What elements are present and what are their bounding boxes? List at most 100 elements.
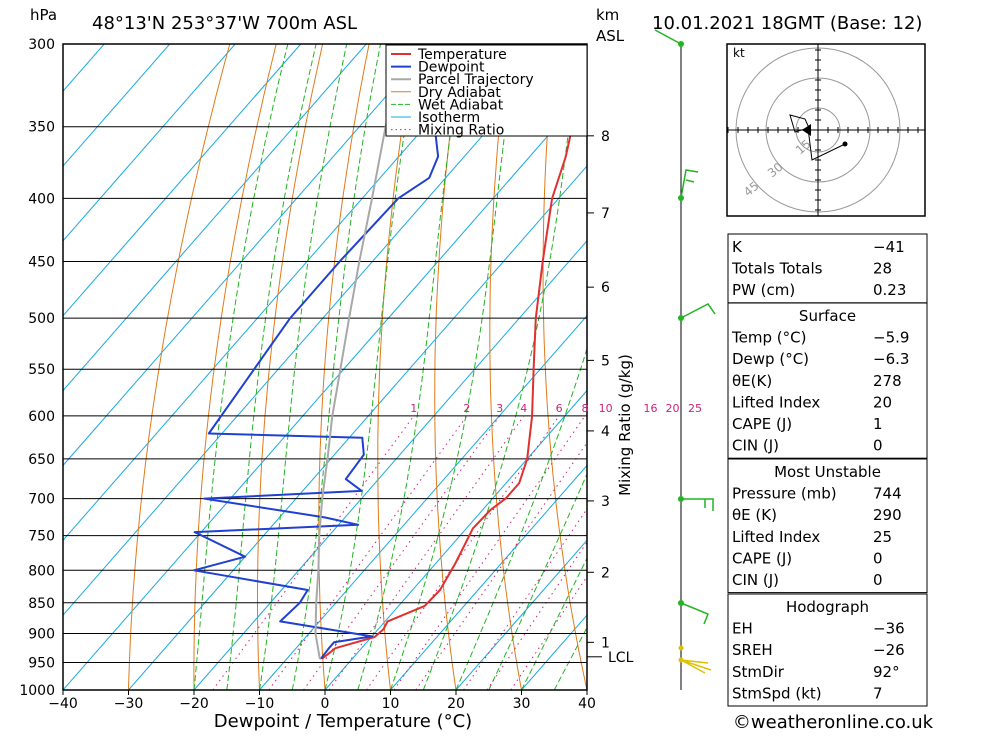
dewpoint-point — [325, 517, 327, 519]
mixing-ratio-axis-title: Mixing Ratio (g/kg) — [616, 354, 634, 496]
copyright-footer: ©weatheronline.co.uk — [733, 712, 934, 733]
table-section-title: Hodograph — [786, 598, 869, 616]
hodograph-storm-point — [843, 142, 848, 147]
dewpoint-point — [437, 156, 439, 158]
mixing-ratio-label: 16 — [644, 402, 658, 415]
pressure-tick-label: 950 — [28, 655, 55, 671]
pressure-tick-label: 300 — [28, 37, 55, 53]
km-tick-label: 3 — [601, 494, 610, 510]
dewpoint-point — [244, 556, 246, 558]
dry-adiabat-line — [973, 44, 1000, 690]
index-label: θE(K) — [732, 372, 772, 390]
pressure-tick-label: 900 — [28, 626, 55, 642]
pressure-tick-label: 500 — [28, 311, 55, 327]
table-section-title: Most Unstable — [774, 463, 881, 481]
temperature-point — [374, 636, 376, 638]
parcel-trajectory-point — [315, 602, 317, 604]
index-value: 0 — [873, 437, 883, 455]
dewpoint-point — [328, 647, 330, 649]
index-label: EH — [732, 620, 753, 638]
pressure-tick-label: 750 — [28, 529, 55, 545]
index-label: Pressure (mb) — [732, 485, 837, 503]
temperature-point — [472, 528, 474, 530]
location-title: 48°13'N 253°37'W 700m ASL — [92, 13, 357, 34]
temperature-point — [542, 261, 544, 263]
index-value: 28 — [873, 260, 892, 278]
index-label: Totals Totals — [731, 260, 823, 278]
dry-adiabat-line — [194, 44, 276, 690]
mixing-ratio-label: 8 — [582, 402, 589, 415]
parcel-trajectory-point — [319, 658, 321, 660]
dry-adiabat-line — [258, 44, 323, 690]
temperature-point — [387, 621, 389, 623]
temperature-point — [383, 629, 385, 631]
dewpoint-point — [429, 177, 431, 179]
temperature-point — [518, 482, 520, 484]
temperature-point — [505, 498, 507, 500]
wind-profile — [655, 30, 715, 690]
index-value: −41 — [873, 238, 905, 256]
dewpoint-point — [361, 490, 363, 492]
index-value: 20 — [873, 393, 892, 411]
dewpoint-point — [371, 636, 373, 638]
pressure-tick-label: 650 — [28, 452, 55, 468]
mixing-ratio-label: 2 — [463, 402, 470, 415]
index-label: CIN (J) — [732, 571, 779, 589]
x-axis-title: Dewpoint / Temperature (°C) — [214, 711, 472, 732]
index-label: SREH — [732, 641, 773, 659]
index-value: −5.9 — [873, 329, 909, 347]
datetime-label: 10.01.2021 18GMT (Base: 12) — [652, 13, 922, 34]
index-label: CIN (J) — [732, 437, 779, 455]
temperature-point — [490, 509, 492, 511]
table-section-title: Surface — [799, 307, 856, 325]
index-label: Lifted Index — [732, 528, 820, 546]
x-tick-label: −40 — [48, 696, 78, 712]
index-value: 290 — [873, 506, 902, 524]
dewpoint-point — [363, 454, 365, 456]
dry-adiabat-line — [435, 44, 462, 690]
parcel-trajectory-point — [332, 415, 334, 417]
isotherm-line — [0, 44, 497, 690]
pressure-unit-label: hPa — [30, 6, 57, 24]
temperature-point — [526, 458, 528, 460]
index-label: Lifted Index — [732, 393, 820, 411]
pressure-tick-label: 400 — [28, 191, 55, 207]
index-value: 92° — [873, 663, 900, 681]
asl-unit-label: ASL — [596, 27, 625, 45]
index-label: PW (cm) — [732, 281, 795, 299]
parcel-trajectory-point — [321, 498, 323, 500]
pressure-tick-label: 550 — [28, 362, 55, 378]
temperature-point — [531, 415, 533, 417]
x-tick-label: −20 — [179, 696, 209, 712]
isotherm-line — [194, 44, 759, 690]
km-tick-label: 6 — [601, 280, 610, 296]
index-label: CAPE (J) — [732, 415, 792, 433]
x-tick-label: −30 — [114, 696, 144, 712]
mixing-ratio-label: 3 — [496, 402, 503, 415]
index-label: K — [732, 238, 743, 256]
dewpoint-point — [208, 433, 210, 435]
x-tick-label: 20 — [447, 696, 465, 712]
temperature-point — [535, 317, 537, 319]
dewpoint-point — [279, 621, 281, 623]
index-label: CAPE (J) — [732, 549, 792, 567]
temperature-point — [565, 156, 567, 158]
temperature-point — [533, 368, 535, 370]
index-value: 25 — [873, 528, 892, 546]
mixing-ratio-label: 10 — [599, 402, 613, 415]
km-tick-label: 5 — [601, 353, 610, 369]
parcel-trajectory-point — [318, 570, 320, 572]
dewpoint-point — [333, 642, 335, 644]
dewpoint-point — [299, 602, 301, 604]
parcel-trajectory-point — [315, 633, 317, 635]
x-tick-label: 40 — [578, 696, 596, 712]
parcel-trajectory-point — [340, 368, 342, 370]
wet-adiabat-line — [423, 44, 579, 690]
index-label: StmSpd (kt) — [732, 684, 822, 702]
hodograph-unit: kt — [733, 46, 745, 60]
index-value: 0 — [873, 571, 883, 589]
wet-adiabat-line — [325, 44, 419, 690]
dewpoint-point — [193, 570, 195, 572]
